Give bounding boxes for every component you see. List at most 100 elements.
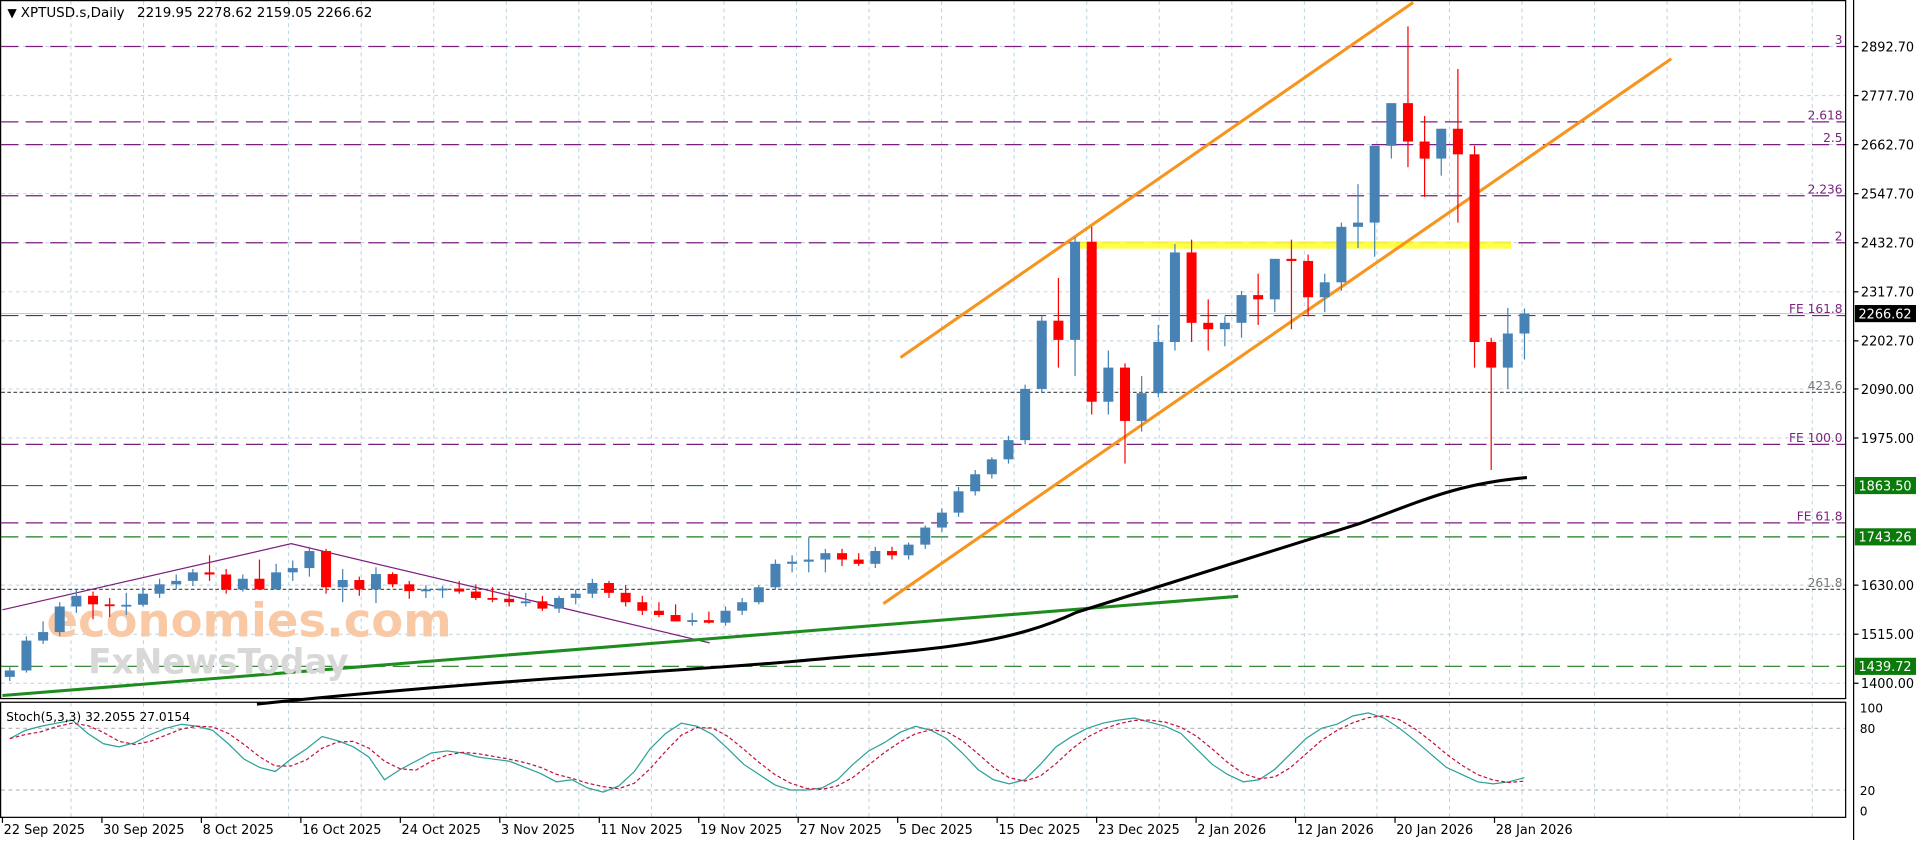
main-pane-frame <box>0 0 1847 700</box>
date-tick: 22 Sep 2025 <box>4 823 85 838</box>
candle <box>1036 316 1047 394</box>
candle <box>121 592 132 616</box>
candle <box>154 578 165 598</box>
fib-label: 2.618 <box>1808 108 1843 122</box>
candle <box>1402 26 1413 168</box>
price-tick: 2317.70 <box>1861 286 1914 301</box>
candle <box>1519 308 1530 360</box>
candle <box>936 508 947 532</box>
watermark: economies.com FxNewsToday <box>46 594 451 683</box>
candle <box>504 591 515 607</box>
price-tick: 1975.00 <box>1861 432 1914 447</box>
candle <box>570 589 581 605</box>
candle <box>953 487 964 517</box>
candle <box>1336 222 1347 291</box>
candle <box>703 611 714 624</box>
candle <box>1486 337 1497 470</box>
grid-lines <box>1 1 1846 817</box>
fib-label: FE 100.0 <box>1789 431 1843 445</box>
date-tick: 12 Jan 2026 <box>1297 823 1374 838</box>
candle <box>870 546 881 569</box>
stoch-tick: 80 <box>1860 722 1876 736</box>
drawn-objects <box>2 1 1673 706</box>
price-label-badge <box>1854 657 1916 675</box>
candle <box>1436 128 1447 176</box>
candle <box>1269 258 1280 313</box>
candle <box>470 584 481 601</box>
price-tick: 2547.70 <box>1861 188 1914 203</box>
date-tick: 2 Jan 2026 <box>1197 823 1266 838</box>
price-label-badge <box>1854 528 1916 546</box>
candle <box>1353 184 1364 249</box>
stochastic-panel: 100 80 20 0 <box>1 702 1883 819</box>
candle <box>787 555 798 573</box>
fib-label: 2.5 <box>1823 131 1842 145</box>
date-tick: 28 Jan 2026 <box>1496 823 1573 838</box>
watermark-economies: economies.com <box>46 594 451 648</box>
candle <box>271 563 282 590</box>
candle <box>437 586 448 598</box>
candle <box>1169 243 1180 351</box>
candle <box>520 592 531 607</box>
stoch-tick: 0 <box>1860 805 1868 819</box>
candle <box>187 568 198 587</box>
candle <box>1203 299 1214 351</box>
candle <box>304 546 315 577</box>
candle <box>620 585 631 607</box>
candle <box>21 636 32 673</box>
candle <box>837 548 848 566</box>
candle <box>487 587 498 603</box>
fib-label: FE 61.8 <box>1797 509 1843 523</box>
candle <box>537 595 548 611</box>
candle <box>337 568 348 603</box>
candle <box>554 595 565 613</box>
candle <box>920 525 931 549</box>
candle <box>1153 324 1164 398</box>
horizontal-levels: 3 2.618 2.5 2.236 2 FE 161.8 423.6 FE 100.0 FE 6… <box>1 33 1846 667</box>
price-tick: 1400.00 <box>1861 677 1914 692</box>
date-tick: 27 Nov 2025 <box>799 823 881 838</box>
price-axis: 2892.70 2777.70 2662.70 2547.70 2432.70 2317.… <box>1852 0 1916 840</box>
date-tick: 24 Oct 2025 <box>402 823 481 838</box>
candle <box>1452 69 1463 223</box>
date-tick: 20 Jan 2026 <box>1396 823 1473 838</box>
candle <box>587 578 598 598</box>
candle <box>370 567 381 604</box>
price-label-badge <box>1854 476 1916 495</box>
candle <box>1369 145 1380 257</box>
candle <box>1419 115 1430 197</box>
candle <box>1386 103 1397 159</box>
price-label-text: 2266.62 <box>1858 307 1911 322</box>
candle <box>4 666 15 682</box>
stoch-k-line <box>9 712 1525 793</box>
candle <box>420 585 431 598</box>
svg-text:▼: ▼ <box>7 6 17 20</box>
symbol-label: XPTUSD.s,Daily <box>21 6 125 21</box>
date-tick: 16 Oct 2025 <box>302 823 381 838</box>
candle <box>1236 290 1247 338</box>
price-label-text: 1439.72 <box>1858 660 1911 675</box>
candle <box>1020 384 1031 445</box>
fib-label: 2 <box>1835 229 1843 243</box>
candle <box>970 469 981 496</box>
candle <box>1219 316 1230 347</box>
candle <box>71 589 82 613</box>
date-tick: 8 Oct 2025 <box>203 823 274 838</box>
candle <box>1286 239 1297 330</box>
price-label-text: 1743.26 <box>1858 531 1911 546</box>
candle <box>720 606 731 626</box>
stoch-tick: 20 <box>1860 784 1876 798</box>
price-tick: 1515.00 <box>1861 628 1914 643</box>
candle <box>454 580 465 594</box>
candle <box>886 546 897 560</box>
price-tick: 1630.00 <box>1861 579 1914 594</box>
candle <box>287 560 298 581</box>
candle <box>54 602 65 637</box>
date-tick: 11 Nov 2025 <box>600 823 682 838</box>
candle <box>1186 239 1197 343</box>
date-tick: 30 Sep 2025 <box>103 823 184 838</box>
candle <box>354 576 365 596</box>
candle <box>737 597 748 616</box>
candle <box>171 574 182 590</box>
